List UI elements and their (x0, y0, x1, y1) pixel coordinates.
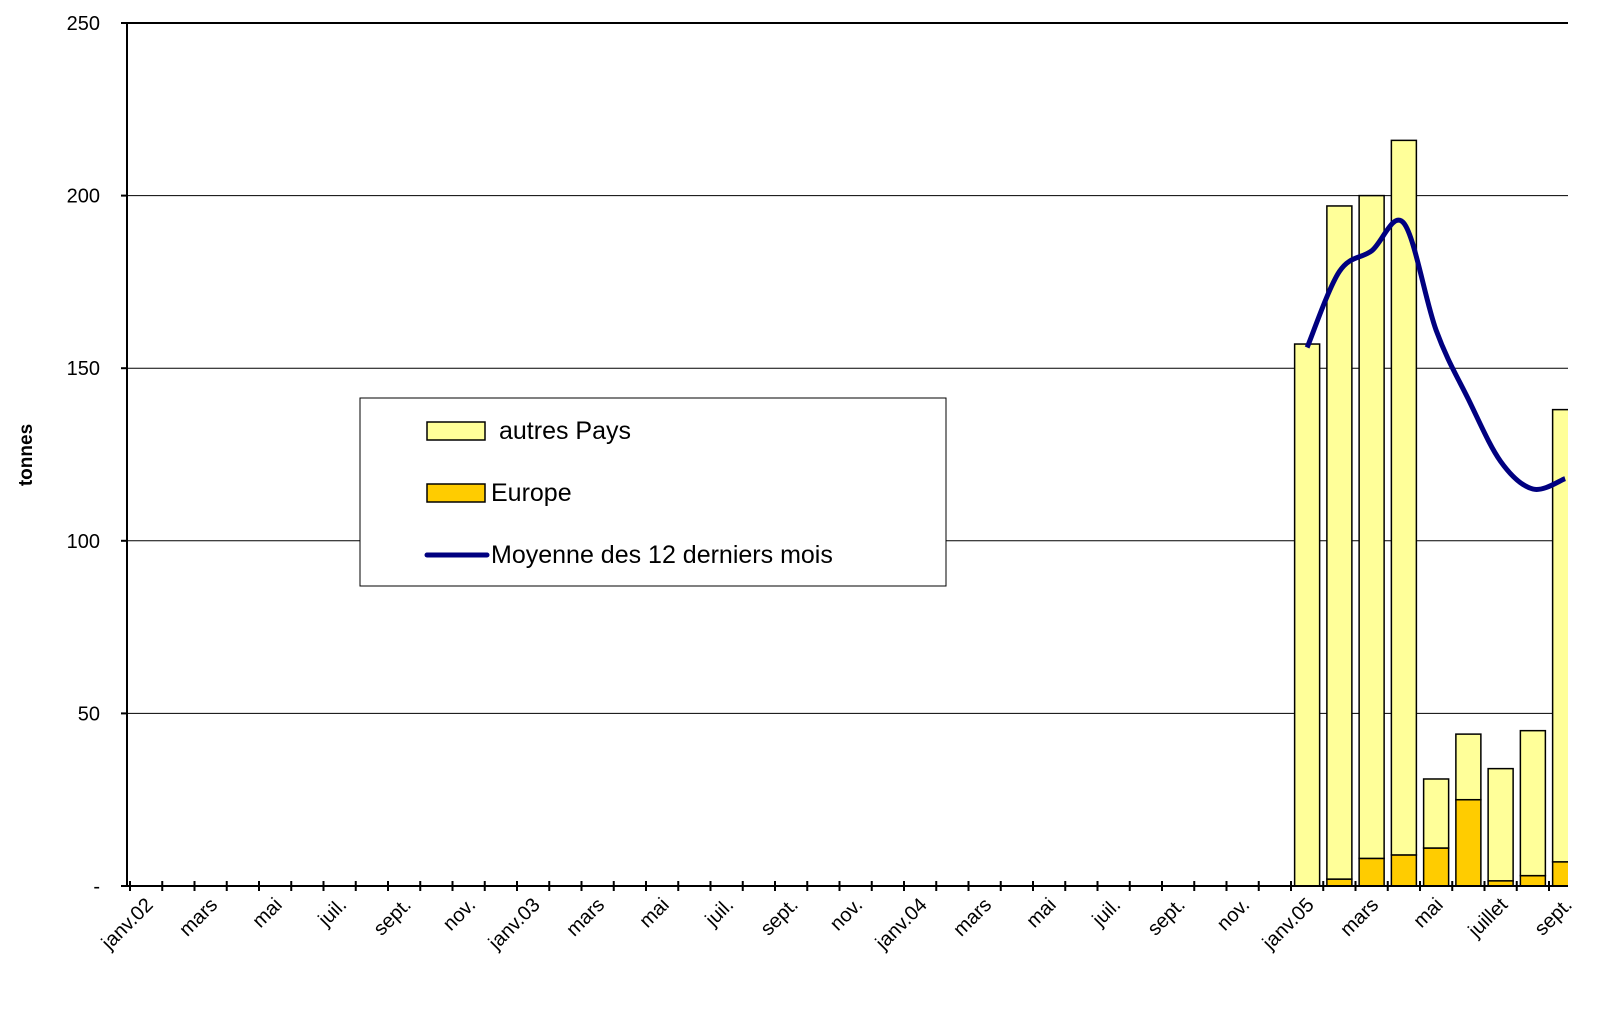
legend-label: Moyenne des 12 derniers mois (491, 541, 833, 569)
legend-swatch (426, 421, 486, 441)
x-tick-label: sept. (369, 894, 415, 940)
bar (1422, 847, 1450, 887)
x-tick-label: mai (635, 894, 673, 932)
x-tick-label: sept. (1143, 894, 1189, 940)
bar (1358, 194, 1385, 860)
x-tick-label: mai (1409, 894, 1447, 932)
y-tick-label: - (93, 876, 100, 898)
legend-label: Europe (491, 479, 572, 507)
bar (1326, 878, 1353, 887)
legend-swatch (426, 483, 486, 503)
x-tick-label: sept. (1530, 894, 1576, 940)
x-tick-label: sept. (756, 894, 802, 940)
x-tick-label: janv.03 (484, 894, 545, 955)
x-tick-label: mars (175, 894, 222, 941)
plot-area (127, 22, 1568, 891)
y-tick-label: 200 (67, 186, 100, 208)
y-tick-label: 100 (67, 531, 100, 553)
bar (1390, 854, 1418, 887)
y-tick-label: 150 (67, 358, 100, 380)
bar (1551, 861, 1568, 887)
x-tick-label: mai (248, 894, 286, 932)
bar (1455, 798, 1482, 887)
bar (1519, 729, 1547, 877)
x-tick-label: juil. (701, 894, 738, 931)
x-tick-label: mars (949, 894, 996, 941)
x-tick-label: mars (562, 894, 609, 941)
y-axis-label: tonnes (16, 424, 37, 486)
x-tick-label: janv.04 (871, 894, 932, 955)
x-tick-label: nov. (1213, 894, 1254, 935)
x-tick-label: juil. (314, 894, 351, 931)
legend: autres Pays Europe Moyenne des 12 derniers… (359, 397, 947, 587)
y-tick-label: 50 (78, 703, 100, 725)
bar (1551, 408, 1568, 863)
bar (1455, 733, 1482, 801)
bar (1293, 343, 1321, 887)
x-tick-label: juillet (1464, 894, 1513, 943)
x-tick-label: juil. (1088, 894, 1125, 931)
line (1304, 217, 1567, 492)
bar (1519, 874, 1547, 887)
y-tick-label: 250 (67, 13, 100, 35)
x-tick-label: janv.05 (1258, 894, 1319, 955)
x-tick-label: mai (1022, 894, 1060, 932)
x-tick-label: mars (1336, 894, 1383, 941)
bar (1422, 778, 1450, 849)
bar (1358, 857, 1385, 887)
bar (1326, 205, 1353, 880)
bar (1390, 139, 1418, 856)
x-tick-label: nov. (439, 894, 480, 935)
x-tick-label: nov. (826, 894, 867, 935)
legend-label: autres Pays (499, 417, 631, 445)
bar (1487, 767, 1514, 882)
x-tick-label: janv.02 (97, 894, 158, 955)
